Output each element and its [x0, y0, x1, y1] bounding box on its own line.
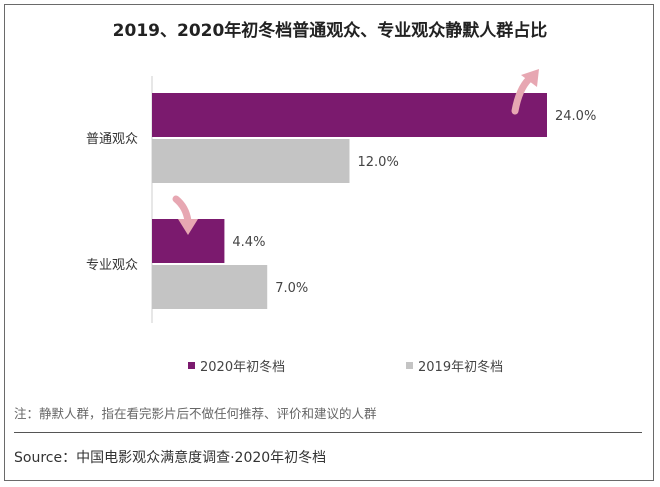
data-label: 7.0% [275, 281, 308, 296]
divider-line [14, 432, 642, 433]
data-label: 4.4% [232, 235, 265, 250]
legend-swatch-2019 [406, 362, 413, 369]
trend-up-arrow-head [521, 69, 539, 87]
footnote: 注：静默人群，指在看完影片后不做任何推荐、评价和建议的人群 [14, 406, 377, 421]
legend-item-2020: 2020年初冬档 [188, 356, 285, 375]
legend-label-2019: 2019年初冬档 [418, 360, 504, 375]
chart-title: 2019、2020年初冬档普通观众、专业观众静默人群占比 [112, 21, 548, 41]
data-label: 24.0% [555, 109, 596, 124]
chart-frame [4, 4, 654, 481]
legend-swatch-2020 [188, 362, 195, 369]
legend-item-2019: 2019年初冬档 [406, 356, 503, 375]
data-label: 12.0% [358, 155, 399, 170]
category-label: 普通观众 [86, 132, 138, 147]
legend-label-2020: 2020年初冬档 [200, 360, 286, 375]
bar [152, 139, 350, 183]
trend-up-arrow-shaft [511, 75, 533, 115]
trend-down-arrow-shaft [172, 195, 192, 225]
category-label: 专业观众 [86, 258, 138, 273]
bar [152, 265, 268, 309]
bar [152, 93, 547, 137]
trend-down-arrow-head [178, 219, 198, 235]
source-text: Source：中国电影观众满意度调查·2020年初冬档 [14, 450, 327, 466]
